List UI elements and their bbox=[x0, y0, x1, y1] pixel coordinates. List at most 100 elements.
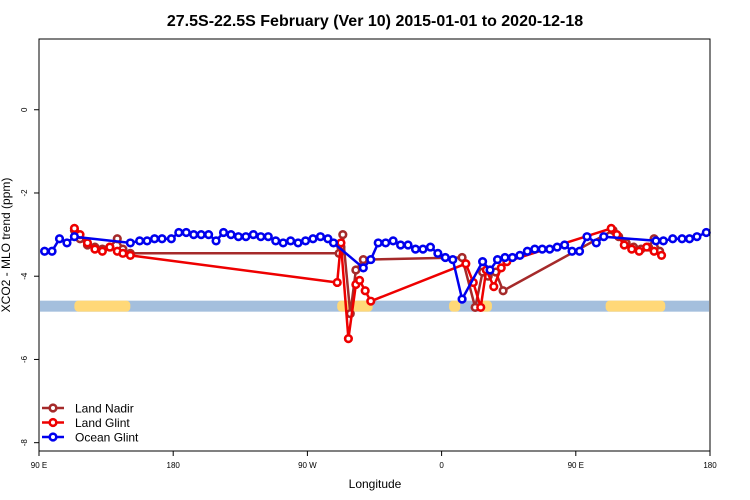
series-point-ocean-glint bbox=[157, 234, 167, 244]
series-point-ocean-glint bbox=[328, 238, 339, 248]
series-point-ocean-glint bbox=[388, 236, 398, 246]
series-point-ocean-glint bbox=[684, 234, 695, 244]
series-point-land-glint bbox=[343, 334, 354, 344]
series-point-ocean-glint bbox=[248, 229, 258, 240]
legend-label: Ocean Glint bbox=[75, 431, 139, 445]
series-ocean-glint bbox=[39, 227, 711, 304]
series-point-land-glint bbox=[619, 240, 629, 250]
series-point-land-glint bbox=[627, 244, 637, 254]
series-point-ocean-glint bbox=[149, 234, 160, 244]
series-point-ocean-glint bbox=[323, 234, 333, 244]
series-point-ocean-glint bbox=[293, 238, 303, 248]
series-point-ocean-glint bbox=[418, 244, 428, 254]
series-point-ocean-glint bbox=[69, 232, 80, 242]
series-point-land-nadir bbox=[358, 254, 368, 265]
series-point-ocean-glint bbox=[560, 240, 570, 250]
series-point-ocean-glint bbox=[271, 236, 281, 246]
series-point-land-glint bbox=[97, 246, 107, 256]
series-point-ocean-glint bbox=[233, 232, 244, 242]
series-point-land-glint bbox=[366, 296, 376, 306]
series-point-ocean-glint bbox=[658, 236, 669, 246]
series-point-ocean-glint bbox=[142, 236, 152, 246]
series-point-ocean-glint bbox=[39, 246, 50, 256]
series-point-ocean-glint bbox=[522, 246, 532, 256]
y-tick-label: 0 bbox=[20, 107, 29, 112]
series-point-land-glint bbox=[118, 248, 128, 258]
chart-title: 27.5S-22.5S February (Ver 10) 2015-01-01… bbox=[167, 13, 583, 30]
series-point-ocean-glint bbox=[448, 254, 458, 265]
series-point-ocean-glint bbox=[211, 236, 221, 246]
legend-item-land-nadir: Land Nadir bbox=[42, 402, 134, 416]
legend-label: Land Nadir bbox=[75, 402, 134, 416]
series-point-ocean-glint bbox=[256, 232, 266, 242]
legend-item-land-glint: Land Glint bbox=[42, 416, 130, 430]
series-point-ocean-glint bbox=[278, 238, 288, 248]
series-layer bbox=[39, 223, 711, 344]
series-point-land-glint bbox=[476, 302, 486, 313]
series-point-ocean-glint bbox=[410, 244, 421, 254]
series-point-land-glint bbox=[360, 286, 370, 296]
series-point-ocean-glint bbox=[196, 229, 206, 240]
y-axis: 0 -2 -4 -6 -8 bbox=[20, 107, 39, 446]
x-tick-label: 90 W bbox=[298, 461, 317, 470]
series-point-ocean-glint bbox=[515, 250, 525, 261]
series-point-land-glint bbox=[90, 244, 100, 254]
series-point-ocean-glint bbox=[574, 246, 585, 256]
y-tick-label: -4 bbox=[20, 272, 29, 280]
series-point-ocean-glint bbox=[485, 265, 495, 275]
series-point-land-glint bbox=[461, 259, 471, 269]
series-point-ocean-glint bbox=[373, 238, 383, 248]
series-point-ocean-glint bbox=[599, 232, 609, 242]
series-point-land-glint bbox=[125, 250, 135, 261]
series-point-land-glint bbox=[634, 246, 644, 256]
y-tick-label: -8 bbox=[20, 439, 29, 447]
series-point-ocean-glint bbox=[300, 236, 311, 246]
series-point-ocean-glint bbox=[125, 238, 135, 248]
legend-item-ocean-glint: Ocean Glint bbox=[42, 431, 139, 445]
x-tick-label: 180 bbox=[703, 461, 717, 470]
series-point-ocean-glint bbox=[537, 244, 547, 254]
series-point-ocean-glint bbox=[530, 244, 540, 254]
x-axis-label: Longitude bbox=[349, 477, 402, 491]
series-point-ocean-glint bbox=[308, 234, 318, 244]
series-point-ocean-glint bbox=[507, 252, 518, 263]
series-point-ocean-glint bbox=[425, 242, 436, 252]
series-point-ocean-glint bbox=[677, 234, 687, 244]
legend-label: Land Glint bbox=[75, 416, 130, 430]
series-point-ocean-glint bbox=[181, 227, 191, 238]
series-point-ocean-glint bbox=[692, 232, 702, 242]
series-point-land-glint bbox=[496, 263, 506, 273]
series-point-land-glint bbox=[649, 246, 659, 256]
x-tick-label: 0 bbox=[439, 461, 444, 470]
series-point-ocean-glint bbox=[651, 236, 661, 246]
series-point-ocean-glint bbox=[701, 227, 711, 238]
ocean-band bbox=[40, 300, 709, 312]
series-point-ocean-glint bbox=[403, 240, 413, 250]
series-point-ocean-glint bbox=[62, 238, 72, 248]
series-point-ocean-glint bbox=[668, 234, 678, 244]
series-point-ocean-glint bbox=[457, 294, 467, 304]
series-point-ocean-glint bbox=[582, 232, 592, 242]
x-tick-label: 90 E bbox=[31, 461, 47, 470]
series-point-ocean-glint bbox=[54, 234, 65, 244]
series-point-ocean-glint bbox=[478, 257, 488, 267]
series-point-land-glint bbox=[105, 242, 115, 252]
series-point-land-glint bbox=[336, 238, 346, 248]
series-point-land-nadir bbox=[498, 286, 508, 296]
series-point-ocean-glint bbox=[204, 229, 214, 240]
legend-marker bbox=[48, 432, 58, 442]
series-point-land-glint bbox=[642, 242, 652, 252]
series-point-land-glint bbox=[332, 277, 342, 288]
y-tick-label: -2 bbox=[20, 189, 29, 197]
y-tick-label: -6 bbox=[20, 355, 29, 363]
series-point-ocean-glint bbox=[286, 236, 296, 246]
series-point-ocean-glint bbox=[567, 246, 577, 256]
series-point-land-glint bbox=[656, 250, 667, 261]
series-point-land-nadir bbox=[457, 252, 467, 263]
series-point-land-glint bbox=[354, 275, 365, 285]
series-point-ocean-glint bbox=[263, 232, 273, 242]
y-axis-label: XCO2 - MLO trend (ppm) bbox=[0, 178, 13, 313]
series-point-ocean-glint bbox=[395, 240, 406, 250]
x-tick-label: 90 E bbox=[568, 461, 584, 470]
